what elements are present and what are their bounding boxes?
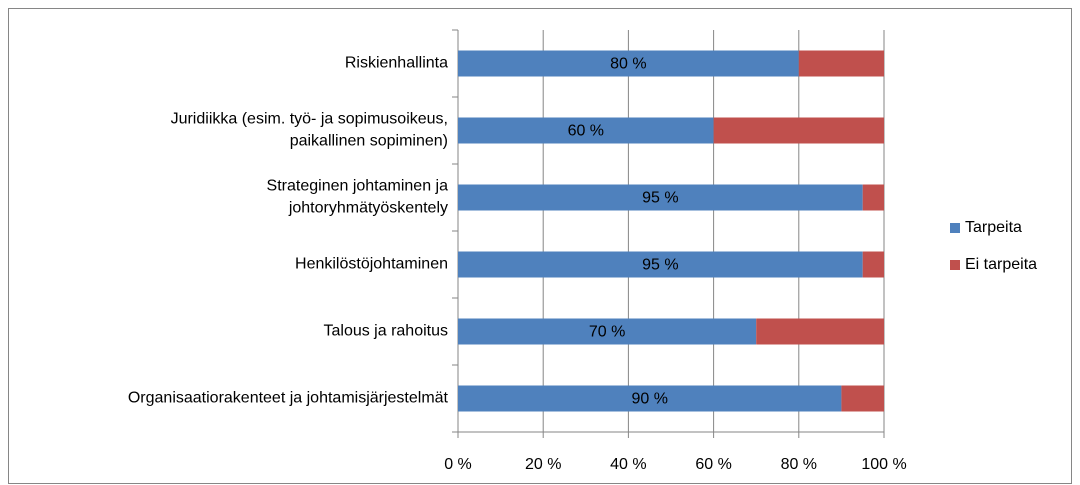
bar-segment — [458, 318, 757, 345]
data-label: 80 % — [610, 56, 646, 73]
y-tick-label: Juridiikka (esim. työ- ja sopimusoikeus,… — [171, 111, 448, 150]
bar-segment — [458, 117, 714, 144]
x-tick-label: 60 % — [695, 456, 731, 473]
bar-segment — [458, 184, 863, 211]
bar-segment — [458, 385, 842, 412]
bar-segment — [458, 50, 799, 77]
x-tick-label: 20 % — [525, 456, 561, 473]
y-tick-label: Organisaatiorakenteet ja johtamisjärjest… — [128, 390, 449, 407]
data-label: 90 % — [631, 391, 667, 408]
bar-segment — [798, 50, 884, 77]
bar-segment — [862, 251, 884, 278]
legend-label: Tarpeita — [965, 219, 1022, 236]
legend-swatch — [950, 223, 960, 233]
x-tick-label: 40 % — [610, 456, 646, 473]
x-tick-label: 100 % — [861, 456, 906, 473]
legend-swatch — [950, 260, 960, 270]
y-tick-label: Talous ja rahoitus — [323, 323, 448, 340]
data-label: 95 % — [642, 257, 678, 274]
data-label: 95 % — [642, 190, 678, 207]
x-tick-label: 0 % — [444, 456, 472, 473]
chart-frame — [8, 8, 1072, 484]
y-tick-label: Henkilöstöjohtaminen — [295, 256, 448, 273]
x-tick-label: 80 % — [781, 456, 817, 473]
bar-segment — [458, 251, 863, 278]
data-label: 70 % — [589, 324, 625, 341]
data-label: 60 % — [568, 123, 604, 140]
bar-segment — [862, 184, 884, 211]
y-tick-label: Riskienhallinta — [345, 55, 448, 72]
bar-segment — [713, 117, 884, 144]
y-tick-label: Strateginen johtaminen ja johtoryhmätyösk… — [267, 178, 449, 217]
bar-segment — [756, 318, 884, 345]
legend-label: Ei tarpeita — [965, 256, 1037, 273]
bar-segment — [841, 385, 884, 412]
